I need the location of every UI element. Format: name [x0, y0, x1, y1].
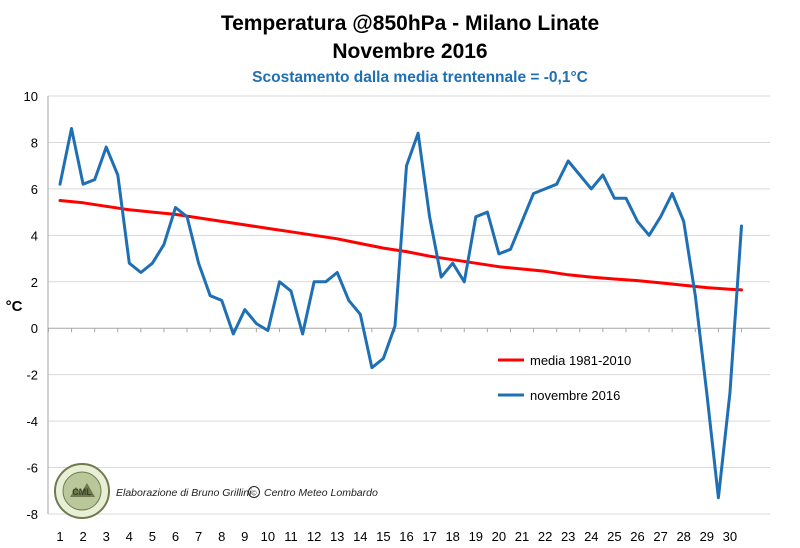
logo: CML: [54, 463, 110, 519]
svg-text:CML: CML: [72, 487, 92, 497]
x-tick-label: 3: [103, 529, 110, 544]
x-tick-label: 7: [195, 529, 202, 544]
copyright-text: ©: [251, 490, 257, 498]
credit-author: Elaborazione di Bruno Grillini: [116, 487, 252, 499]
x-tick-label: 24: [584, 529, 598, 544]
x-tick-label: 17: [422, 529, 436, 544]
x-tick-label: 26: [630, 529, 644, 544]
copyright-symbol: ©: [248, 486, 260, 498]
y-tick-label: -4: [26, 414, 38, 429]
legend-label-media: media 1981-2010: [530, 353, 631, 368]
x-tick-label: 15: [376, 529, 390, 544]
series-line-media: [58, 199, 743, 292]
x-tick-label: 22: [538, 529, 552, 544]
x-tick-label: 18: [445, 529, 459, 544]
chart-title: Temperatura @850hPa - Milano Linate: [221, 12, 599, 35]
x-tick-label: 10: [261, 529, 275, 544]
y-tick-labels: -8 -6 -4 -2 0 2 4 6 8 10: [24, 89, 38, 522]
x-tick-label: 25: [607, 529, 621, 544]
x-tick-label: 20: [492, 529, 506, 544]
x-tick-label: 5: [149, 529, 156, 544]
x-tick-label: 1: [56, 529, 63, 544]
x-tick-label: 13: [330, 529, 344, 544]
chart-deviation-subtitle: Scostamento dalla media trentennale = -0…: [252, 69, 588, 86]
x-tick-label: 12: [307, 529, 321, 544]
y-tick-label: 4: [31, 228, 38, 243]
x-tick-label: 21: [515, 529, 529, 544]
x-tick-label: 29: [700, 529, 714, 544]
x-tick-label: 19: [469, 529, 483, 544]
y-tick-label: 8: [31, 135, 38, 150]
y-tick-label: 2: [31, 275, 38, 290]
y-tick-label: -8: [26, 507, 38, 522]
credit-organization: Centro Meteo Lombardo: [264, 487, 378, 499]
chart-subtitle: Novembre 2016: [332, 40, 487, 63]
legend-label-novembre: novembre 2016: [530, 388, 620, 403]
y-axis-label: °C: [6, 298, 23, 315]
y-tick-label: 10: [24, 89, 38, 104]
x-tick-labels: 1 2 3 4 5 6 7 8 9 10 11 12 13 14 15 16 17 18 19 20 21 22 23 24 2…: [56, 529, 737, 544]
legend: media 1981-2010 novembre 2016: [498, 353, 631, 403]
x-tick-label: 2: [79, 529, 86, 544]
series-line-novembre: [58, 127, 743, 500]
x-tick-label: 11: [284, 529, 298, 544]
x-tick-label: 27: [653, 529, 667, 544]
x-tick-label: 30: [723, 529, 737, 544]
x-tick-label: 9: [241, 529, 248, 544]
y-tick-label: -6: [26, 461, 38, 476]
x-tick-label: 6: [172, 529, 179, 544]
x-tick-label: 8: [218, 529, 225, 544]
x-tick-label: 14: [353, 529, 367, 544]
x-tick-label: 28: [676, 529, 690, 544]
x-tick-label: 4: [126, 529, 133, 544]
data-series: [58, 127, 743, 500]
x-tick-label: 23: [561, 529, 575, 544]
x-tick-label: 16: [399, 529, 413, 544]
y-tick-label: 6: [31, 182, 38, 197]
y-tick-label: -2: [26, 368, 38, 383]
y-tick-label: 0: [31, 321, 38, 336]
